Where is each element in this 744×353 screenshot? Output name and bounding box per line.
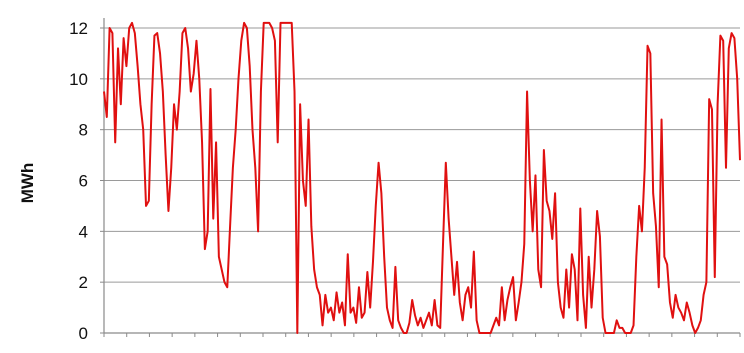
y-tick-label-12: 12: [69, 19, 88, 38]
y-tick-label-8: 8: [79, 121, 88, 140]
axes: [100, 18, 741, 337]
y-axis-label: MWh: [18, 163, 37, 204]
y-tick-labels: 0 2 4 6 8 10 12: [69, 19, 88, 343]
y-tick-label-6: 6: [79, 172, 88, 191]
series-group: [103, 21, 741, 334]
series-line-0: [103, 21, 741, 334]
y-tick-label-2: 2: [79, 273, 88, 292]
y-tick-label-4: 4: [79, 222, 88, 241]
y-tick-label-0: 0: [79, 324, 88, 343]
y-tick-label-10: 10: [69, 70, 88, 89]
